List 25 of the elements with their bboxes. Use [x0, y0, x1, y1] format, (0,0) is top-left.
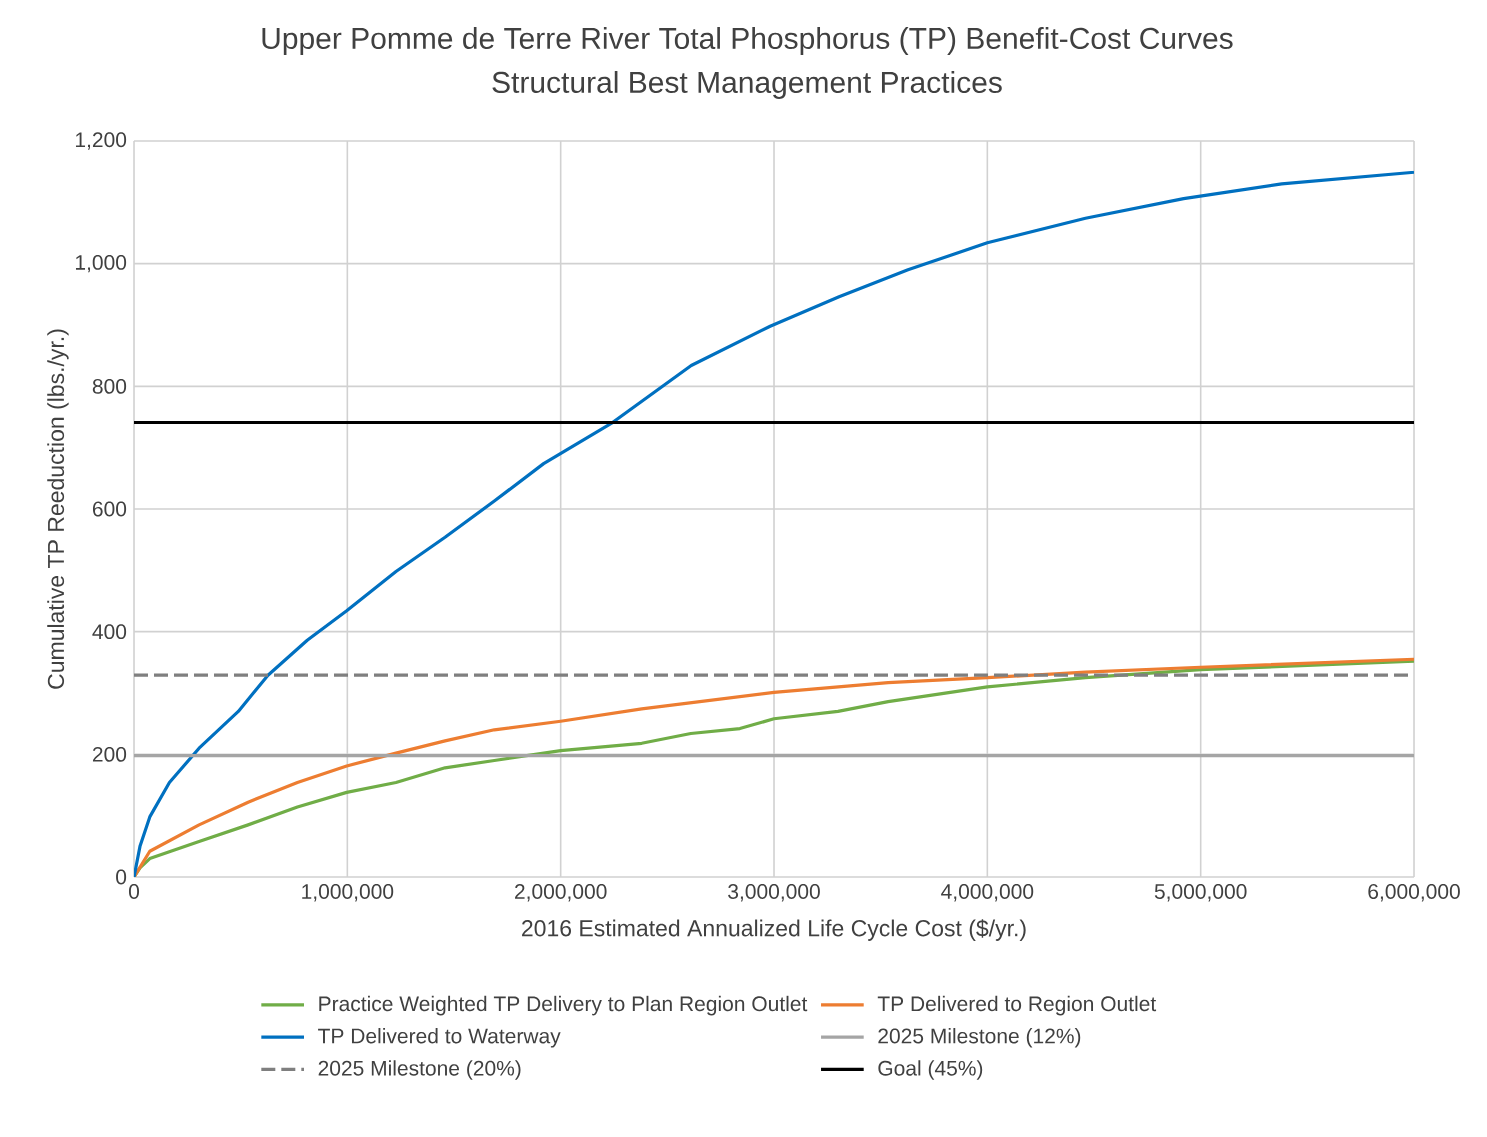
- legend-label: Goal (45%): [878, 1060, 983, 1080]
- x-tick-label: 3,000,000: [728, 884, 820, 902]
- x-tick-label: 6,000,000: [1368, 884, 1460, 902]
- chart-title: Upper Pomme de Terre River Total Phosphorus (TP) Benefit-Cost Curves: [262, 27, 1233, 55]
- y-axis-title: Cumulative TP Reeduction (lbs./yr.): [47, 329, 69, 689]
- x-tick-label: 2,000,000: [515, 884, 607, 902]
- legend-label: TP Delivered to Region Outlet: [877, 995, 1157, 1016]
- y-tick-label: 0: [116, 869, 127, 885]
- y-tick-label: 200: [92, 746, 127, 762]
- x-axis-title: 2016 Estimated Annualized Life Cycle Cost ($/yr.): [522, 919, 1026, 941]
- y-tick-label: 1,000: [75, 255, 127, 273]
- y-tick-label: 400: [92, 624, 127, 640]
- legend-label: 2025 Milestone (12%): [878, 1028, 1081, 1048]
- y-tick-label: 800: [92, 378, 127, 394]
- chart-subtitle: Structural Best Management Practices: [492, 71, 1002, 99]
- x-tick-label: 0: [128, 884, 140, 899]
- x-tick-label: 4,000,000: [941, 884, 1034, 902]
- x-tick-label: 5,000,000: [1154, 884, 1247, 902]
- legend-label: Practice Weighted TP Delivery to Plan Region Outlet: [319, 995, 808, 1016]
- x-tick-label: 1,000,000: [302, 884, 394, 902]
- legend-label: 2025 Milestone (20%): [318, 1060, 521, 1080]
- legend-label: TP Delivered to Waterway: [318, 1028, 561, 1048]
- line-series: [134, 170, 1415, 877]
- y-tick-label: 600: [92, 501, 127, 517]
- y-tick-label: 1,200: [75, 132, 127, 150]
